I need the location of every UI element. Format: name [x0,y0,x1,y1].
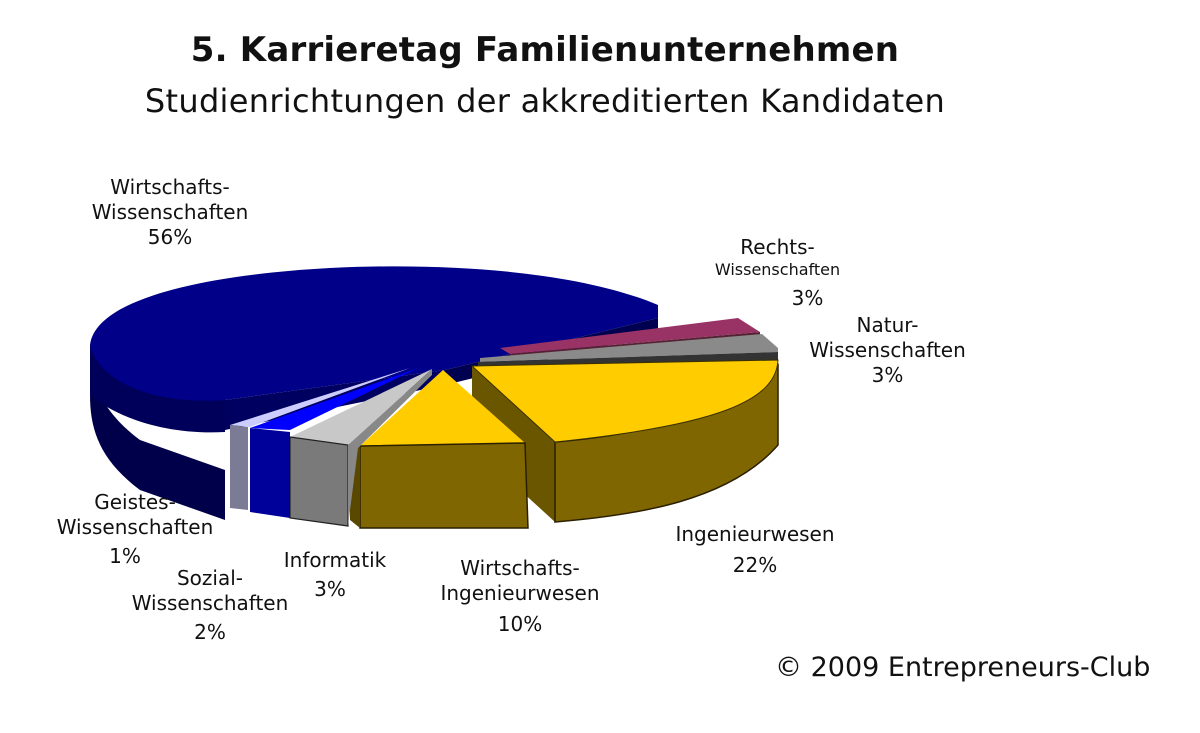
slice-geisteswissenschaften[interactable] [230,368,410,510]
label-informatik: Informatik 3% [283,548,387,601]
copyright-notice: © 2009 Entrepreneurs-Club [775,652,1151,683]
label-geisteswissenschaften: Geistes- Wissenschaften 1% [56,490,214,568]
chart-title: 5. Karrieretag Familienunternehmen [190,30,900,70]
label-wirtschaftswissenschaften: Wirtschafts- Wissenschaften 56% [91,175,249,249]
label-rechtswissenschaften: Rechts- Wissenschaften 3% [714,235,841,310]
chart-subtitle: Studienrichtungen der akkreditierten Kan… [144,82,946,120]
label-naturwissenschaften: Natur- Wissenschaften 3% [809,313,966,387]
slice-ingenieurwesen[interactable] [470,359,779,523]
label-ingenieurwesen: Ingenieurwesen 22% [675,522,835,577]
label-wirtschaftsingenieurwesen: Wirtschafts- Ingenieurwesen 10% [440,556,600,636]
label-sozialwissenschaften: Sozial- Wissenschaften 2% [131,566,289,644]
slice-informatik[interactable] [289,369,432,527]
slice-wirtschaftsingenieurwesen[interactable] [350,370,529,529]
slice-sozialwissenschaften[interactable] [250,368,418,518]
